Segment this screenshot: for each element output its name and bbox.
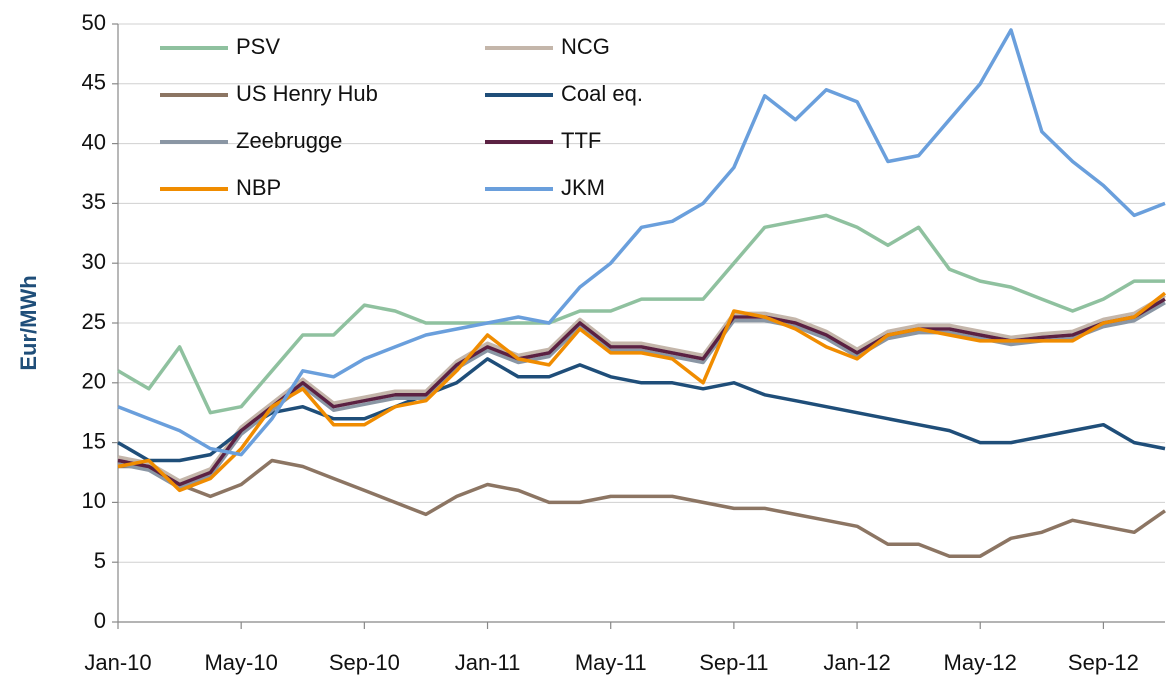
legend-label: JKM: [561, 175, 605, 200]
x-tick-label: Jan-11: [455, 650, 521, 675]
legend-label: TTF: [561, 128, 601, 153]
x-tick-label: Sep-10: [329, 650, 400, 675]
y-tick-label: 15: [82, 428, 106, 453]
x-tick-label: May-11: [575, 650, 647, 675]
series-line: [117, 357, 1166, 463]
series-line: [118, 458, 1167, 558]
series-line: [117, 291, 1167, 493]
y-tick-label: 10: [82, 488, 106, 513]
legend-label: Coal eq.: [561, 81, 643, 106]
series-line: [117, 213, 1165, 415]
x-tick-label: Sep-12: [1068, 650, 1139, 675]
legend-label: Zeebrugge: [236, 128, 342, 153]
series-line: [117, 28, 1166, 457]
y-tick-label: 20: [82, 369, 106, 394]
x-tick-label: Sep-11: [699, 650, 768, 675]
y-tick-label: 35: [82, 189, 106, 214]
y-tick-label: 50: [82, 10, 106, 35]
y-tick-label: 45: [82, 70, 106, 95]
legend-label: PSV: [236, 34, 280, 59]
x-tick-label: Jan-12: [823, 650, 890, 675]
x-tick-label: Jan-10: [84, 650, 151, 675]
y-tick-label: 25: [82, 309, 106, 334]
y-axis-label: Eur/MWh: [16, 275, 41, 370]
x-tick-label: May-12: [944, 650, 1017, 675]
legend-label: NCG: [561, 34, 610, 59]
y-tick-label: 5: [94, 548, 106, 573]
y-tick-label: 30: [82, 249, 106, 274]
x-tick-label: May-10: [204, 650, 277, 675]
legend-label: US Henry Hub: [236, 81, 378, 106]
y-tick-label: 0: [94, 608, 106, 633]
y-tick-label: 40: [82, 129, 106, 154]
series-line: [117, 297, 1166, 487]
legend-label: NBP: [236, 175, 281, 200]
